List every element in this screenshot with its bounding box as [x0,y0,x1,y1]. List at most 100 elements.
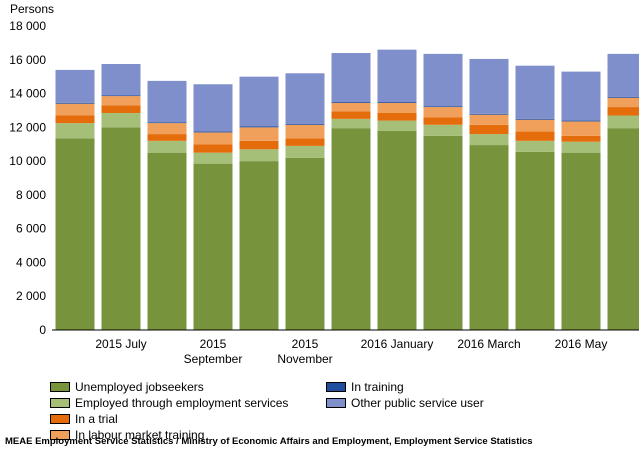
bar-segment [423,53,463,107]
bar-segment [285,124,325,139]
bar-stack [607,53,639,330]
x-tick-label-line: November [277,352,332,366]
bar-segment [469,114,509,125]
bar-segment [147,122,187,124]
bar-segment [331,111,371,119]
bar-segment [101,95,141,97]
bar-segment [285,138,325,146]
y-tick-label: 2 000 [16,289,46,303]
bar-segment [607,128,639,330]
bar-segment [607,115,639,129]
bar-segment [423,124,463,136]
bar-segment [239,76,279,127]
bar-segment [55,102,95,104]
legend-item-other-public-service-user: Other public service user [326,396,484,410]
x-tick-label-line: 2015 July [95,337,146,351]
bar-segment [561,135,601,142]
bar-segment [515,140,555,152]
bar-segment [239,149,279,162]
bar-stack [101,64,141,330]
bar-segment [239,127,279,141]
bar-segment [147,123,187,135]
bar-segment [607,96,639,98]
bar-segment [515,119,555,132]
bar-segment [561,152,601,330]
legend-swatch [50,398,70,408]
legend-label: Unemployed jobseekers [75,380,204,394]
bar-segment [515,118,555,120]
bar-segment [377,49,417,102]
bar-stack [423,53,463,330]
bar-segment [377,112,417,121]
bar-segment [561,120,601,122]
x-tick-label: 2016 May [555,337,608,351]
bar-segment [193,152,233,164]
y-tick-label: 10 000 [9,154,46,168]
bar-segment [515,151,555,330]
bar-segment [285,157,325,330]
source-note: MEAE Employment Service Statistics / Min… [5,436,533,447]
bar-stack [515,65,555,330]
bar-segment [607,97,639,108]
bar-segment [147,152,187,330]
legend-label: Other public service user [351,396,484,410]
y-tick-label: 16 000 [9,53,46,67]
legend-item-in-a-trial: In a trial [50,412,118,426]
x-tick-label: 2016 March [457,337,520,351]
x-tick-label-line: September [184,352,243,366]
bar-stack [469,58,509,330]
x-tick-label: 2015 July [95,337,146,351]
bar-segment [515,65,555,119]
x-tick-label: 2015 November [277,337,332,366]
legend-item-in-training: In training [326,380,404,394]
bar-segment [285,123,325,125]
bar-stack [193,84,233,330]
legend-label: In labour market training [75,428,205,442]
bar-segment [147,80,187,123]
bar-segment [331,128,371,330]
bar-segment [331,118,371,129]
x-tick-label: 2016 January [361,337,434,351]
y-axis-ticks: 0 2 000 4 000 6 000 8 000 10 000 12 000 14 000 1… [9,19,46,337]
y-tick-label: 12 000 [9,120,46,134]
x-tick-label: 2015 September [184,337,243,366]
legend-swatch [326,398,346,408]
bar-segment [55,69,95,103]
bar-segment [101,96,141,106]
legend-swatch [326,382,346,392]
legend-swatch [50,414,70,424]
bar-stack [285,73,325,330]
bar-segment [331,53,371,102]
bar-stack [561,71,601,330]
bar-segment [423,135,463,330]
bar-segment [101,127,141,330]
y-tick-label: 18 000 [9,19,46,33]
y-tick-label: 14 000 [9,87,46,101]
y-axis-unit-label: Persons [10,2,54,16]
bar-segment [423,106,463,108]
bar-segment [193,163,233,330]
bar-segment [469,124,509,135]
bar-segment [101,64,141,96]
bar-segment [55,138,95,330]
legend-swatch [50,430,70,440]
bar-segment [285,145,325,158]
y-tick-label: 8 000 [16,188,46,202]
bar-segment [193,131,233,133]
bar-segment [193,144,233,153]
y-tick-label: 4 000 [16,255,46,269]
bar-segment [469,113,509,115]
bar-segment [469,145,509,330]
legend-label: In a trial [75,412,118,426]
legend-swatch [50,382,70,392]
legend-label: In training [351,380,404,394]
bar-segment [193,132,233,145]
y-tick-label: 6 000 [16,222,46,236]
bar-segment [239,161,279,330]
bar-segment [147,140,187,153]
bar-stack [55,69,95,330]
bar-segment [469,134,509,146]
bar-segment [55,123,95,139]
x-tick-label-line: 2015 [292,337,319,351]
